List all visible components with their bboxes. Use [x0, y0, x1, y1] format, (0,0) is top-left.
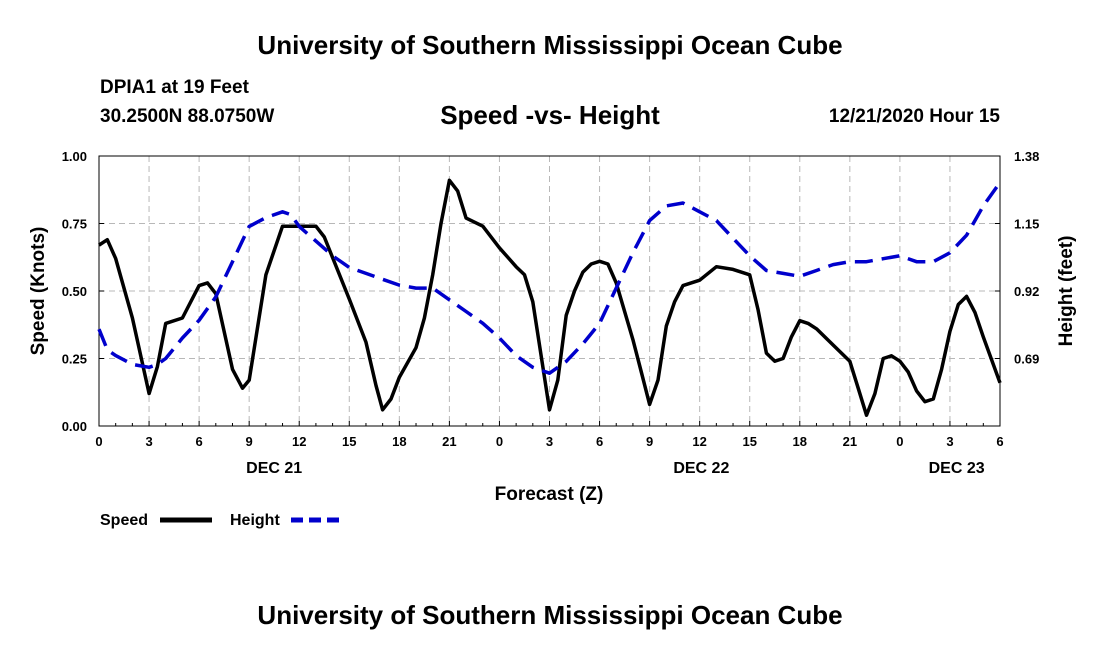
page-title: University of Southern Mississippi Ocean… [257, 30, 843, 60]
x-tick-label: 0 [896, 434, 903, 449]
x-tick-label: 3 [546, 434, 553, 449]
day-label: DEC 23 [929, 460, 985, 477]
x-tick-label: 0 [95, 434, 102, 449]
legend: Speed Height [100, 512, 342, 529]
axis-ticks: 0 3 6 9 12 15 18 21 0 3 6 9 12 15 18 21 0 3 6 0.00 0.25 0.50 0… [62, 149, 1040, 477]
forecast-date-hour: 12/21/2020 Hour 15 [828, 106, 1000, 127]
chart-title: Speed -vs- Height [440, 100, 660, 130]
x-tick-label: 9 [246, 434, 253, 449]
x-tick-label: 0 [496, 434, 503, 449]
y2-tick-label: 0.92 [1014, 284, 1039, 299]
x-tick-label: 3 [145, 434, 152, 449]
x-tick-label: 12 [692, 434, 706, 449]
y2-axis-title: Height (feet) [1056, 236, 1077, 347]
y-tick-label: 0.50 [62, 284, 87, 299]
legend-label-height: Height [230, 512, 280, 529]
day-label: DEC 21 [246, 460, 302, 477]
y-tick-label: 0.00 [62, 419, 87, 434]
series-line-height [97, 181, 1002, 375]
y-axis-title: Speed (Knots) [28, 227, 49, 356]
x-tick-label: 12 [292, 434, 306, 449]
x-tick-label: 18 [392, 434, 406, 449]
y2-tick-label: 1.15 [1014, 217, 1039, 232]
y-tick-label: 1.00 [62, 149, 87, 164]
x-axis-title: Forecast (Z) [495, 484, 604, 505]
x-tick-label: 15 [742, 434, 756, 449]
y2-tick-label: 1.38 [1014, 149, 1039, 164]
x-tick-label: 6 [996, 434, 1003, 449]
x-tick-label: 9 [646, 434, 653, 449]
series-line-speed [98, 178, 1002, 417]
y2-tick-label: 0.69 [1014, 352, 1039, 367]
x-tick-label: 3 [946, 434, 953, 449]
grid-lines [99, 156, 1000, 426]
x-tick-label: 6 [195, 434, 202, 449]
y-tick-label: 0.75 [62, 217, 87, 232]
coordinates-label: 30.2500N 88.0750W [100, 106, 275, 127]
series-lines [97, 178, 1002, 417]
x-tick-label: 18 [793, 434, 807, 449]
y-tick-label: 0.25 [62, 352, 87, 367]
station-label: DPIA1 at 19 Feet [100, 77, 249, 98]
x-tick-label: 21 [843, 434, 857, 449]
legend-label-speed: Speed [100, 512, 148, 529]
x-tick-label: 15 [342, 434, 356, 449]
x-tick-label: 21 [442, 434, 456, 449]
footer-title: University of Southern Mississippi Ocean… [257, 600, 843, 630]
x-tick-label: 6 [596, 434, 603, 449]
day-label: DEC 22 [673, 460, 729, 477]
